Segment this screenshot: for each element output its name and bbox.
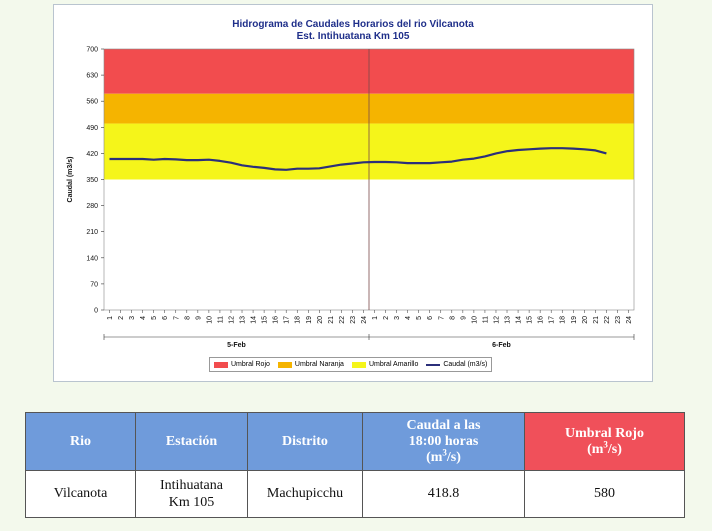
x-tick-label: 10 — [206, 316, 213, 324]
day-group-label: 6-Feb — [492, 342, 511, 349]
header-umbral-rojo: Umbral Rojo (m3/s) — [524, 412, 685, 471]
x-tick-label: 16 — [538, 316, 545, 324]
x-tick-label: 21 — [328, 316, 335, 324]
x-tick-label: 2 — [383, 316, 390, 320]
x-tick-label: 24 — [361, 316, 368, 324]
y-tick-label: 280 — [86, 203, 98, 210]
legend-label: Umbral Rojo — [231, 361, 270, 368]
legend-swatch — [214, 361, 228, 368]
chart-legend: Umbral Rojo Umbral Naranja Umbral Amarillo… — [209, 357, 493, 372]
x-tick-label: 15 — [262, 316, 269, 324]
x-tick-label: 23 — [615, 316, 622, 324]
y-tick-label: 210 — [86, 229, 98, 236]
x-tick-label: 8 — [184, 316, 191, 320]
y-tick-label: 70 — [90, 281, 98, 288]
x-tick-label: 20 — [582, 316, 589, 324]
station-table: Rio Estación Distrito Caudal a las 18:00… — [25, 412, 685, 518]
y-tick-label: 140 — [86, 255, 98, 262]
x-tick-label: 13 — [240, 316, 247, 324]
x-tick-label: 7 — [438, 316, 445, 320]
x-tick-label: 5 — [151, 316, 158, 320]
legend-item: Umbral Rojo — [214, 361, 270, 368]
x-tick-label: 19 — [306, 316, 313, 324]
x-tick-label: 2 — [118, 316, 125, 320]
x-tick-label: 24 — [626, 316, 633, 324]
header-caudal: Caudal a las 18:00 horas (m3/s) — [362, 412, 525, 471]
x-tick-label: 4 — [405, 316, 412, 320]
table-row: Vilcanota Intihuatana Km 105 Machupicchu … — [25, 470, 685, 518]
legend-label: Caudal (m3/s) — [443, 361, 488, 368]
x-tick-label: 9 — [460, 316, 467, 320]
legend-swatch — [351, 361, 366, 368]
cell-estacion: Intihuatana Km 105 — [135, 470, 248, 518]
x-tick-label: 14 — [516, 316, 523, 324]
chart-frame: Hidrograma de Caudales Horarios del rio … — [53, 4, 653, 382]
cell-distrito: Machupicchu — [247, 470, 363, 518]
header-umbral-line1: Umbral Rojo — [565, 425, 644, 441]
y-tick-label: 350 — [86, 177, 98, 184]
x-tick-label: 18 — [560, 316, 567, 324]
chart-subtitle: Est. Intihuatana Km 105 — [296, 31, 410, 42]
x-tick-label: 16 — [273, 316, 280, 324]
legend-item: Caudal (m3/s) — [426, 361, 487, 368]
x-tick-label: 21 — [593, 316, 600, 324]
header-estacion: Estación — [135, 412, 248, 471]
chart-title: Hidrograma de Caudales Horarios del rio … — [232, 19, 474, 30]
x-tick-label: 13 — [505, 316, 512, 324]
x-tick-label: 14 — [251, 316, 258, 324]
y-tick-label: 0 — [94, 308, 98, 315]
x-tick-label: 12 — [493, 316, 500, 324]
x-tick-label: 7 — [173, 316, 180, 320]
header-rio: Rio — [25, 412, 136, 471]
legend-swatch — [426, 363, 441, 366]
x-tick-label: 6 — [162, 316, 169, 320]
x-tick-label: 3 — [394, 316, 401, 320]
cell-umbral: 580 — [524, 470, 685, 518]
y-tick-label: 490 — [86, 125, 98, 132]
series-line-caudal — [109, 147, 607, 171]
x-tick-label: 20 — [317, 316, 324, 324]
x-tick-label: 3 — [129, 316, 136, 320]
header-caudal-line1: Caudal a las — [406, 417, 481, 433]
legend-item: Umbral Naranja — [277, 361, 344, 368]
x-tick-label: 22 — [339, 316, 346, 324]
x-tick-label: 5 — [416, 316, 423, 320]
x-tick-label: 11 — [482, 316, 489, 323]
x-tick-label: 4 — [140, 316, 147, 320]
x-tick-label: 6 — [427, 316, 434, 320]
header-distrito: Distrito — [247, 412, 363, 471]
y-axis-label: Caudal (m3/s) — [67, 157, 74, 203]
y-tick-label: 630 — [86, 73, 98, 80]
legend-label: Umbral Amarillo — [368, 361, 419, 368]
x-tick-label: 22 — [604, 316, 611, 324]
legend-label: Umbral Naranja — [294, 361, 344, 368]
cell-caudal: 418.8 — [362, 470, 525, 518]
legend-item: Umbral Amarillo — [351, 361, 419, 368]
x-tick-label: 17 — [284, 316, 291, 324]
x-tick-label: 8 — [449, 316, 456, 320]
x-tick-label: 23 — [350, 316, 357, 324]
x-tick-label: 15 — [527, 316, 534, 324]
table-header-row: Rio Estación Distrito Caudal a las 18:00… — [25, 412, 685, 471]
y-tick-label: 420 — [86, 151, 98, 158]
x-tick-label: 1 — [372, 316, 379, 320]
cell-rio: Vilcanota — [25, 470, 136, 518]
x-tick-label: 11 — [217, 316, 224, 323]
x-tick-label: 12 — [228, 316, 235, 324]
y-tick-label: 700 — [86, 47, 98, 54]
x-tick-label: 1 — [107, 316, 114, 320]
x-tick-label: 18 — [295, 316, 302, 324]
x-tick-label: 19 — [571, 316, 578, 324]
header-umbral-unit: (m3/s) — [587, 438, 622, 457]
x-tick-label: 17 — [549, 316, 556, 324]
header-caudal-unit: (m3/s) — [426, 446, 461, 465]
y-tick-label: 560 — [86, 99, 98, 106]
header-caudal-line2: 18:00 horas — [408, 433, 479, 449]
x-tick-label: 9 — [195, 316, 202, 320]
legend-swatch — [277, 361, 292, 368]
day-group-label: 5-Feb — [227, 342, 246, 349]
x-tick-label: 10 — [471, 316, 478, 324]
